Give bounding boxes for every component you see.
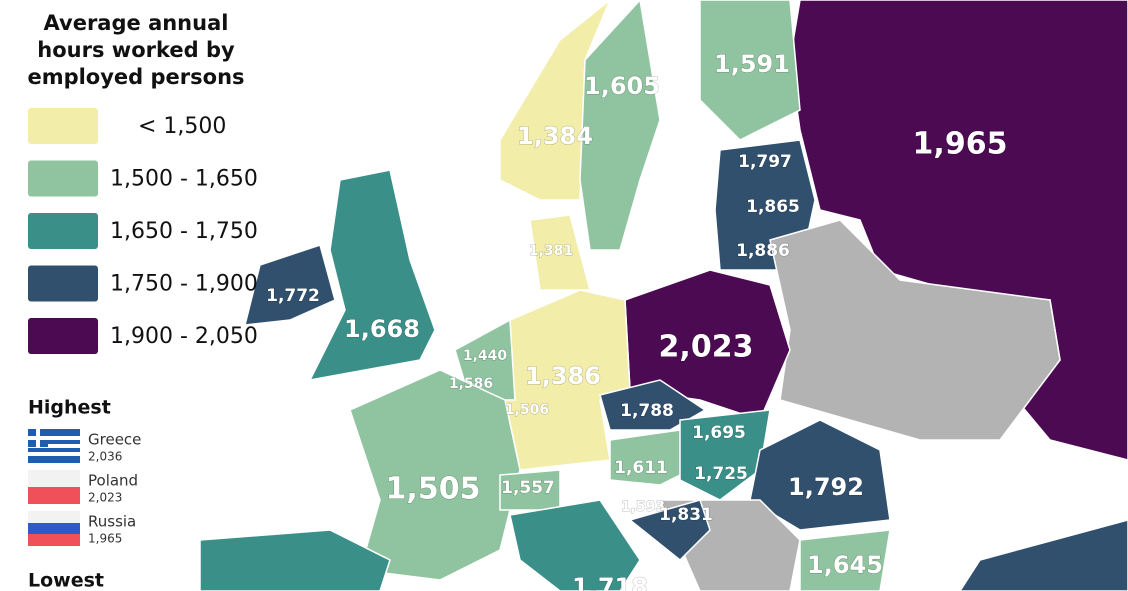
legend: < 1,500 1,500 - 1,650 1,650 - 1,750 1,750 -… [28,108,258,354]
map-label: 1,797 [738,152,792,172]
ireland [244,244,336,326]
map-label: 1,506 [505,402,549,418]
legend-swatch [28,160,98,197]
map-label: 1,645 [807,551,883,579]
map-label: 1,792 [788,473,864,501]
legend-label: 1,750 - 1,900 [110,272,258,297]
map-label: 1,593 [621,499,665,515]
legend-swatch [28,108,98,144]
map-label: 1,586 [449,376,493,392]
legend-label: 1,900 - 2,050 [110,324,258,349]
country-value: 2,023 [88,491,122,505]
map-label: 1,591 [714,50,790,78]
denmark [529,214,591,291]
italy [509,499,641,591]
map-label: 1,718 [572,573,648,591]
country-value: 1,965 [88,532,122,546]
country-value: 2,036 [88,450,122,464]
highest-heading: Highest [28,397,111,419]
legend-label: 1,500 - 1,650 [110,167,258,192]
country-name: Poland [88,472,138,490]
map-label: 1,605 [584,72,660,100]
map-label: 1,695 [692,423,746,443]
flag-russia [28,511,80,546]
bulgaria [799,529,891,591]
countries [199,0,1128,591]
title: Average annual hours worked by employed pe… [27,11,244,89]
spain [199,529,391,591]
highest-list: Greece 2,036 Poland 2,023 Russia 1,965 [28,429,141,546]
legend-swatch [28,213,98,249]
belarus-ukraine [769,219,1061,441]
map-label: 1,505 [386,472,481,507]
map-label: 1,788 [620,401,674,421]
country-name: Russia [88,513,136,531]
map-label: 1,725 [694,464,748,484]
legend-swatch [28,265,98,302]
austria [609,429,691,486]
flag-greece [28,429,80,463]
finland [699,0,801,141]
map-label: 1,386 [525,362,601,390]
legend-swatch [28,318,98,354]
map-label: 2,023 [659,330,754,365]
map-label: 1,557 [501,478,555,498]
map-label: 1,384 [517,122,593,150]
map-label: 1,965 [913,127,1008,162]
legend-label: < 1,500 [138,114,226,139]
slovakia-hungary [679,409,771,501]
croatia [628,499,711,562]
map-label: 1,440 [463,348,508,364]
map-label: 1,865 [746,197,800,217]
map-labels: 1,605 1,591 1,384 1,965 1,797 1,865 1,88… [266,50,1008,591]
legend-label: 1,650 - 1,750 [110,219,258,244]
turkey [959,519,1128,591]
country-name: Greece [88,431,141,449]
flag-poland [28,470,80,504]
france [349,369,521,581]
map-label: 1,772 [266,286,320,306]
uk [308,169,436,382]
map-label: 1,611 [614,458,668,478]
map-label: 1,668 [344,315,420,343]
map-label: 1,381 [529,243,573,259]
sweden [579,0,661,251]
map-label: 1,886 [736,241,790,261]
map-label: 1,831 [659,505,713,525]
lowest-heading: Lowest [28,570,104,591]
